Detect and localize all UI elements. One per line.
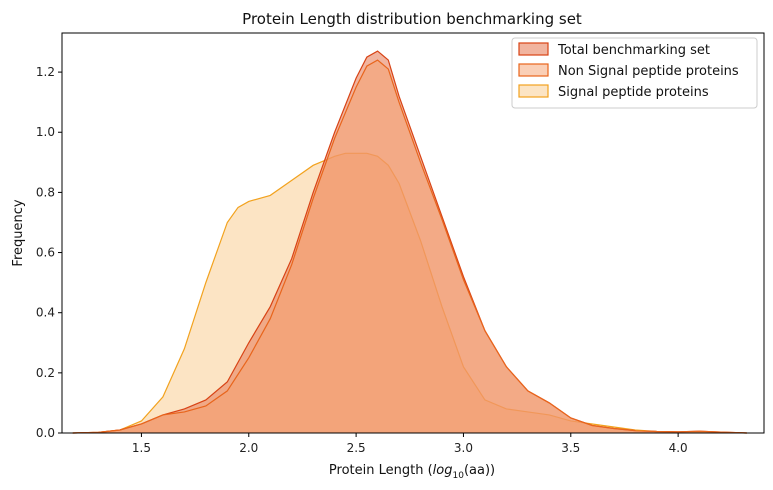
legend-label-non-signal-peptide-proteins: Non Signal peptide proteins [558,64,739,79]
x-axis-label: Protein Length (log10(aa)) [329,463,495,481]
legend-label-signal-peptide-proteins: Signal peptide proteins [558,85,709,100]
x-tick-label: 3.0 [454,441,473,455]
y-axis-label: Frequency [11,199,26,266]
y-tick-label: 0.4 [36,306,55,320]
y-tick-label: 0.8 [36,185,55,199]
plot-frame [61,32,765,434]
legend-swatch-total-benchmarking-set [518,42,549,56]
y-tick-label: 1.0 [36,125,55,139]
y-tick-label: 1.2 [36,65,55,79]
x-tick-label: 3.5 [561,441,580,455]
x-axis-ticks: 1.5 2.0 2.5 3.0 3.5 4.0 [132,433,688,455]
chart-title: Protein Length distribution benchmarking… [242,10,582,28]
legend-box [511,37,758,109]
x-tick-label: 2.5 [347,441,366,455]
y-tick-label: 0.6 [36,246,55,260]
series-layer [72,50,747,434]
x-tick-label: 1.5 [132,441,151,455]
legend-swatch-non-signal-peptide-proteins [518,63,549,77]
y-tick-label: 0.0 [36,426,55,440]
legend: Total benchmarking set Non Signal peptide… [511,37,758,109]
y-axis-ticks: 0.0 0.2 0.4 0.6 0.8 1.0 1.2 [36,65,62,440]
series-line-non-signal-peptide-proteins [72,59,747,434]
legend-swatch-signal-peptide-proteins [518,84,549,98]
legend-label-total-benchmarking-set: Total benchmarking set [557,43,710,58]
x-tick-label: 4.0 [669,441,688,455]
x-tick-label: 2.0 [239,441,258,455]
y-tick-label: 0.2 [36,366,55,380]
series-area-non-signal-peptide-proteins [72,60,747,433]
